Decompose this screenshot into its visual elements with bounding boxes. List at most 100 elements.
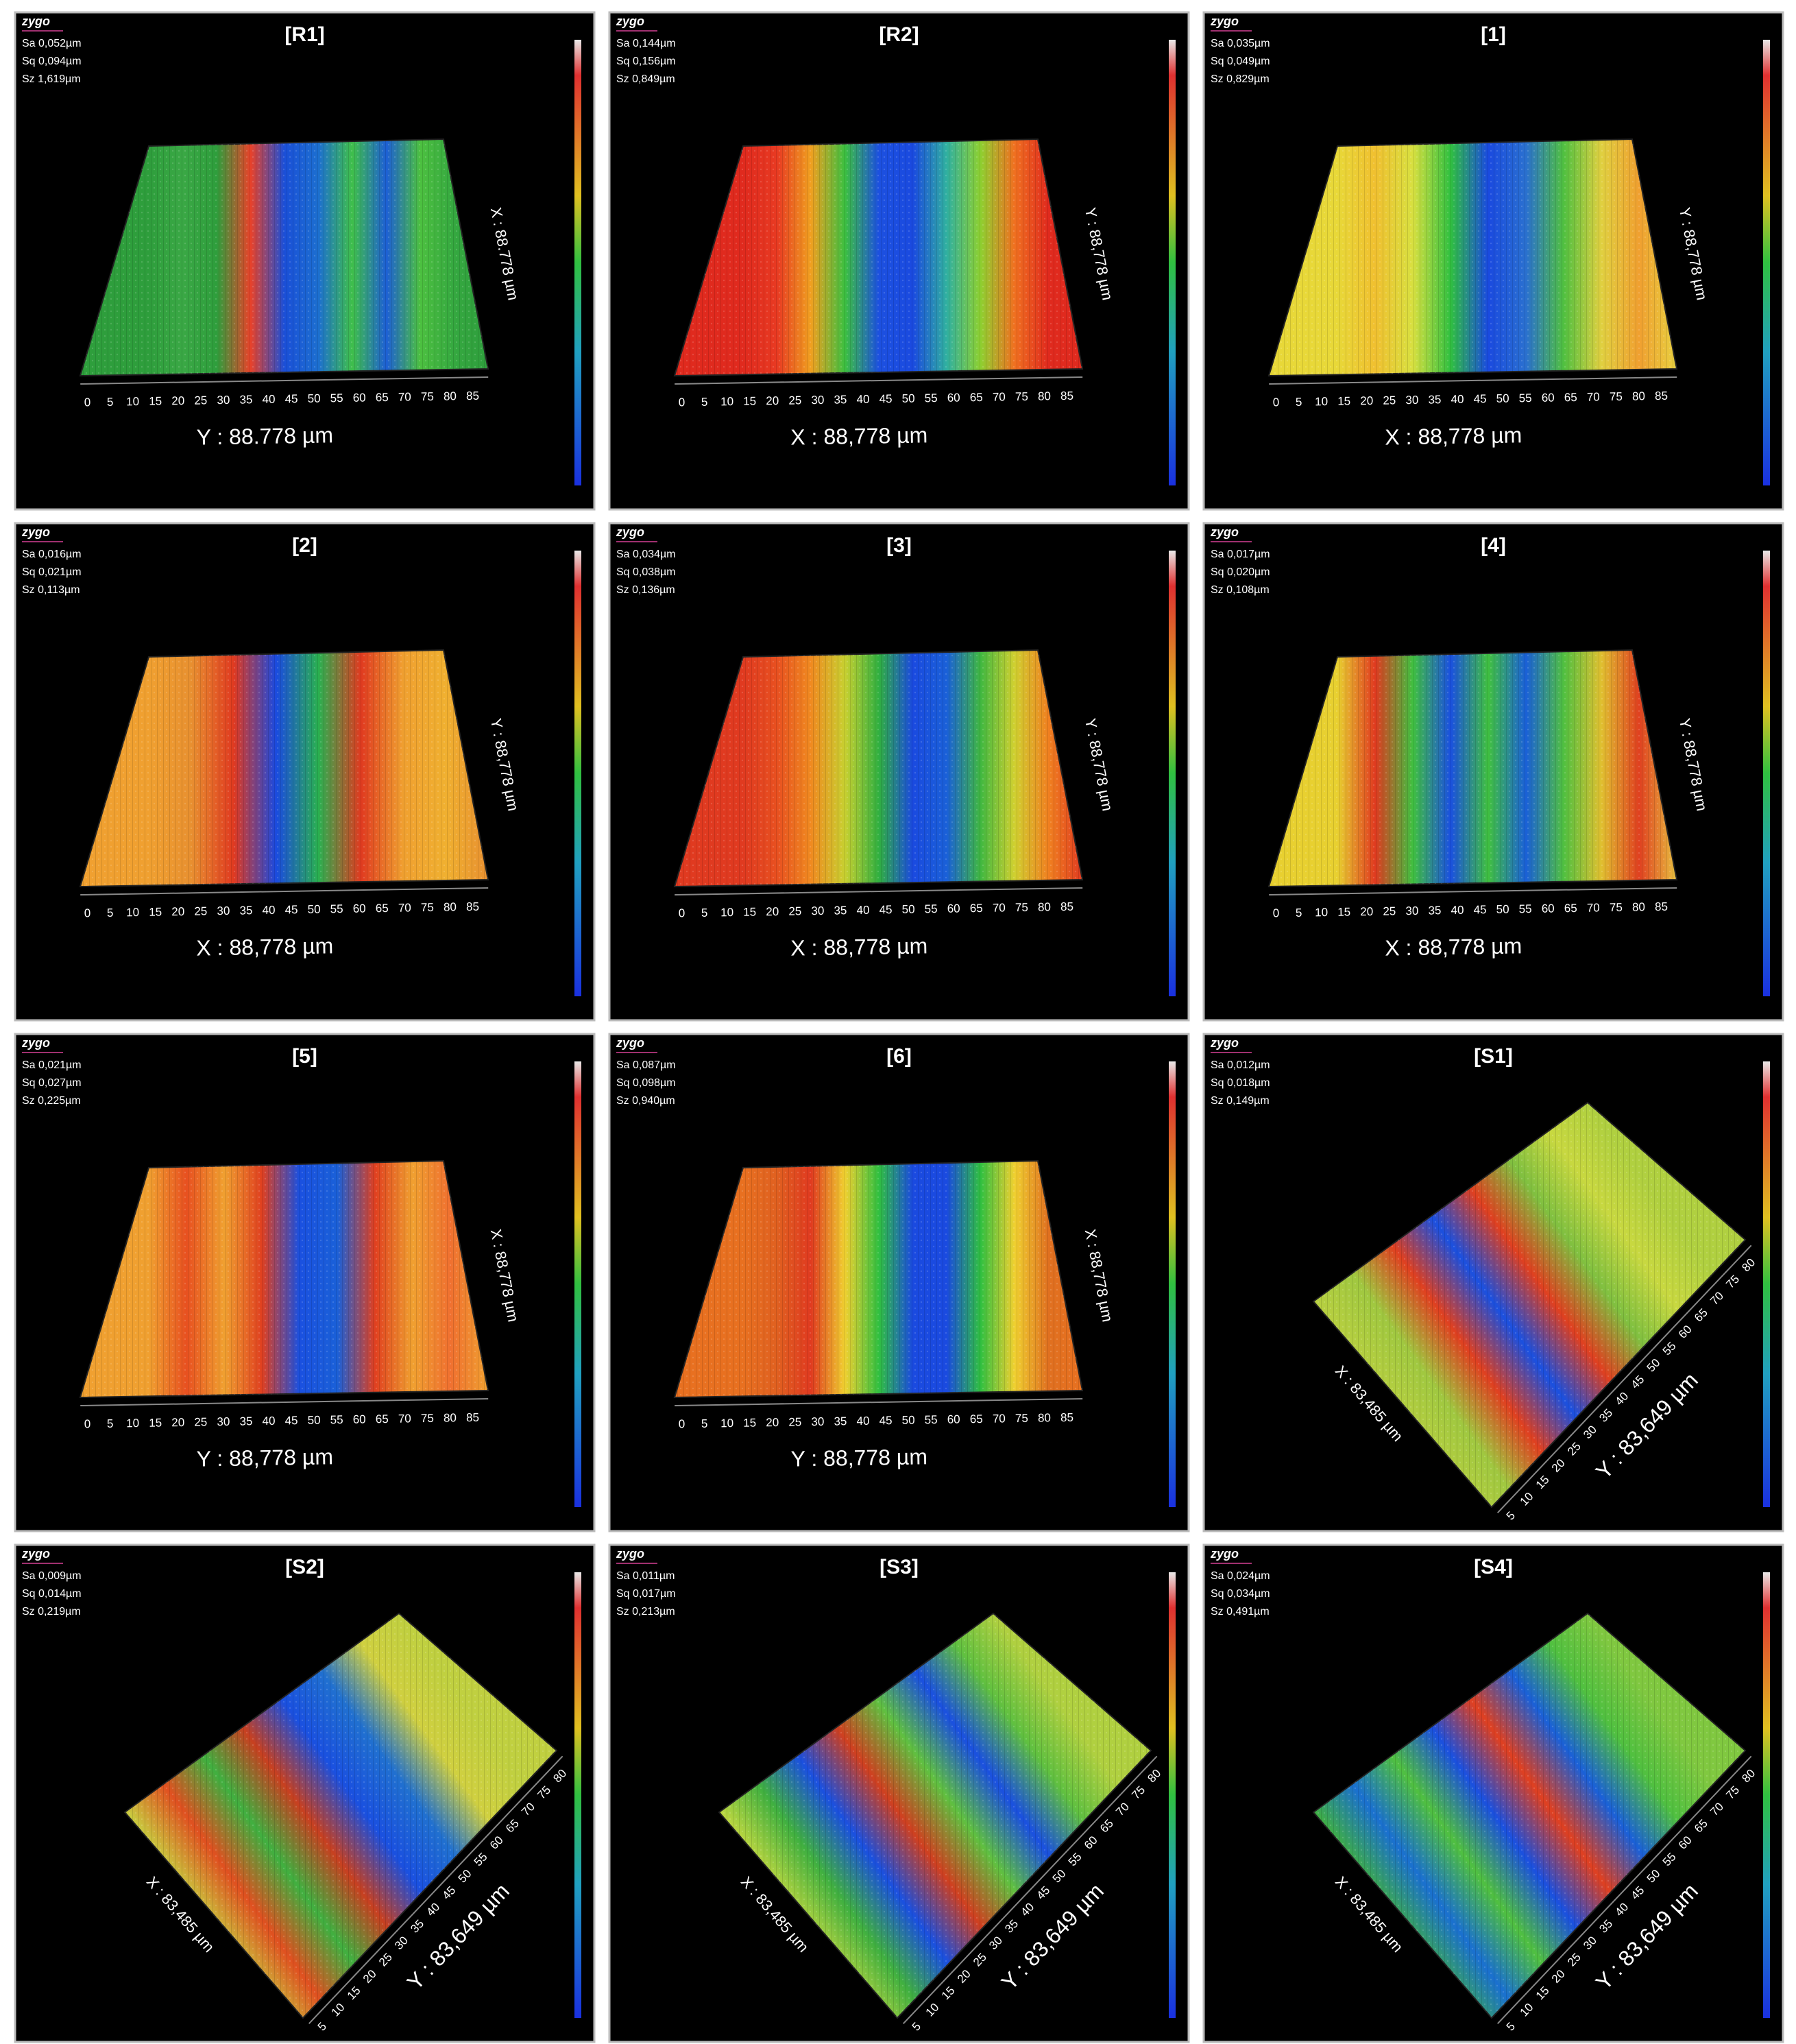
tick-label: 70 bbox=[993, 390, 1006, 403]
stat: Sz 0,136µm bbox=[616, 584, 675, 596]
stat: Sa 0,016µm bbox=[22, 549, 82, 560]
tick-label: 25 bbox=[788, 394, 801, 407]
tick-label: 55 bbox=[1519, 902, 1532, 915]
logo: zygo bbox=[21, 525, 50, 539]
tick-label: 15 bbox=[743, 394, 756, 407]
surface-texture bbox=[1269, 650, 1677, 887]
tick-label: 35 bbox=[1428, 904, 1441, 917]
color-bar bbox=[1169, 551, 1176, 996]
color-bar bbox=[1169, 1572, 1176, 2018]
tick-label: 85 bbox=[1655, 389, 1668, 402]
color-bar bbox=[1763, 1061, 1770, 1507]
surface-texture bbox=[1313, 1103, 1745, 1507]
tick-label: 85 bbox=[466, 900, 479, 913]
stat: Sz 0,108µm bbox=[1211, 584, 1270, 596]
panel-title: [S4] bbox=[1474, 1556, 1513, 1578]
surface-texture bbox=[719, 1613, 1151, 2018]
tick-label: 55 bbox=[925, 392, 938, 405]
color-bar bbox=[1169, 1061, 1176, 1507]
tick-label: 65 bbox=[970, 902, 983, 915]
tick-label: 0 bbox=[679, 396, 685, 409]
axis-label: X : 88,778 µm bbox=[1385, 422, 1522, 449]
tick-label: 70 bbox=[398, 390, 411, 403]
tick-label: 85 bbox=[1060, 1411, 1073, 1424]
tick-label: 45 bbox=[1473, 903, 1486, 916]
surface-texture bbox=[675, 650, 1082, 887]
panel-title: [R2] bbox=[879, 23, 919, 46]
logo: zygo bbox=[616, 1547, 644, 1561]
tick-label: 20 bbox=[766, 1416, 779, 1429]
surface-texture bbox=[1313, 1613, 1745, 2018]
stat: Sq 0,020µm bbox=[1211, 566, 1270, 578]
tick-label: 40 bbox=[856, 1415, 869, 1428]
tick-label: 45 bbox=[1473, 392, 1486, 405]
tick-label: 65 bbox=[970, 1412, 983, 1426]
tick-label: 65 bbox=[376, 902, 389, 915]
axis-line bbox=[1269, 376, 1677, 385]
tick-label: 85 bbox=[1060, 900, 1073, 913]
tick-label: 0 bbox=[1273, 396, 1280, 409]
axis-line bbox=[1269, 887, 1677, 895]
stat: Sz 0,225µm bbox=[22, 1095, 81, 1107]
panel-title: [4] bbox=[1481, 534, 1506, 557]
stat: Sq 0,156µm bbox=[616, 56, 676, 67]
tick-label: 20 bbox=[766, 394, 779, 407]
tick-label: 35 bbox=[834, 1415, 847, 1428]
tick-label: 45 bbox=[879, 1414, 892, 1427]
tick-label: 45 bbox=[284, 392, 298, 405]
color-bar bbox=[1763, 551, 1770, 996]
tick-label: 50 bbox=[1496, 392, 1509, 405]
tick-label: 60 bbox=[1542, 902, 1555, 915]
axis-label: X : 88,778 µm bbox=[790, 422, 927, 449]
tick-label: 10 bbox=[126, 906, 139, 919]
tick-label: 45 bbox=[879, 903, 892, 916]
logo: zygo bbox=[1210, 525, 1239, 539]
stat: Sz 0,113µm bbox=[22, 584, 80, 596]
color-bar bbox=[574, 1061, 581, 1507]
stat: Sq 0,017µm bbox=[616, 1588, 676, 1600]
color-bar bbox=[574, 551, 581, 996]
panel-title: [1] bbox=[1481, 23, 1506, 46]
tick-label: 20 bbox=[1360, 905, 1373, 918]
tick-label: 40 bbox=[262, 904, 275, 917]
stat: Sa 0,009µm bbox=[22, 1570, 82, 1582]
tick-label: 55 bbox=[330, 902, 343, 915]
tick-label: 25 bbox=[194, 904, 207, 917]
tick-label: 50 bbox=[308, 392, 321, 405]
surface-texture bbox=[80, 650, 488, 887]
axis-line bbox=[80, 1397, 489, 1406]
axis-line bbox=[80, 887, 489, 895]
panel-title: [S1] bbox=[1474, 1045, 1513, 1068]
tick-label: 75 bbox=[1610, 901, 1623, 914]
tick-label: 15 bbox=[743, 905, 756, 918]
tick-label: 30 bbox=[217, 1415, 230, 1428]
tick-label: 20 bbox=[1360, 394, 1373, 407]
tick-label: 50 bbox=[308, 903, 321, 916]
stat: Sa 0,011µm bbox=[616, 1570, 675, 1582]
stat: Sq 0,098µm bbox=[616, 1077, 676, 1089]
panel-title: [2] bbox=[292, 534, 317, 557]
tick-label: 55 bbox=[330, 392, 343, 405]
tick-label: 10 bbox=[720, 906, 733, 919]
logo: zygo bbox=[21, 1036, 50, 1050]
tick-label: 35 bbox=[1428, 393, 1441, 406]
stat: Sa 0,052µm bbox=[22, 38, 82, 49]
tick-label: 60 bbox=[947, 1412, 960, 1426]
tick-label: 65 bbox=[376, 1412, 389, 1426]
tick-label: 25 bbox=[1383, 394, 1396, 407]
tick-label: 50 bbox=[308, 1414, 321, 1427]
tick-label: 0 bbox=[679, 906, 685, 919]
tick-label: 70 bbox=[993, 1412, 1006, 1425]
tick-label: 45 bbox=[284, 1414, 298, 1427]
tick-label: 15 bbox=[1337, 394, 1350, 407]
tick-label: 10 bbox=[1315, 906, 1328, 919]
axis-label: X : 88,778 µm bbox=[1385, 933, 1522, 960]
tick-label: 25 bbox=[194, 394, 207, 407]
tick-label: 70 bbox=[993, 901, 1006, 914]
tick-label: 5 bbox=[701, 906, 708, 919]
